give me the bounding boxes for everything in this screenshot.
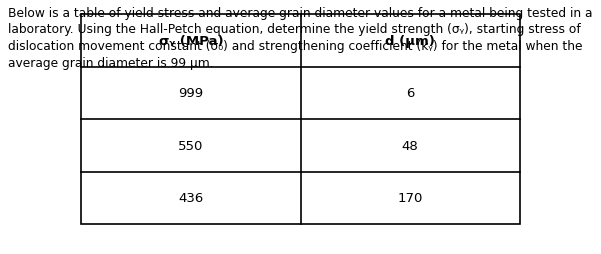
Text: laboratory. Using the Hall-Petch equation, determine the yield strength (σᵧ), st: laboratory. Using the Hall-Petch equatio… xyxy=(8,23,581,36)
Text: σᵧ (MPa): σᵧ (MPa) xyxy=(159,35,223,47)
Text: 436: 436 xyxy=(178,192,204,204)
Text: 6: 6 xyxy=(406,87,414,100)
Text: average grain diameter is 99 μm.: average grain diameter is 99 μm. xyxy=(8,56,213,69)
Text: 170: 170 xyxy=(397,192,423,204)
Text: 550: 550 xyxy=(178,139,204,152)
Text: d (μm): d (μm) xyxy=(385,35,435,47)
Text: 48: 48 xyxy=(402,139,418,152)
Text: dislocation movement constant (σ₀) and strengthening coefficient (kᵧ) for the me: dislocation movement constant (σ₀) and s… xyxy=(8,40,582,53)
Text: Below is a table of yield stress and average grain diameter values for a metal b: Below is a table of yield stress and ave… xyxy=(8,7,593,20)
Bar xyxy=(81,15,520,224)
Text: 999: 999 xyxy=(178,87,203,100)
